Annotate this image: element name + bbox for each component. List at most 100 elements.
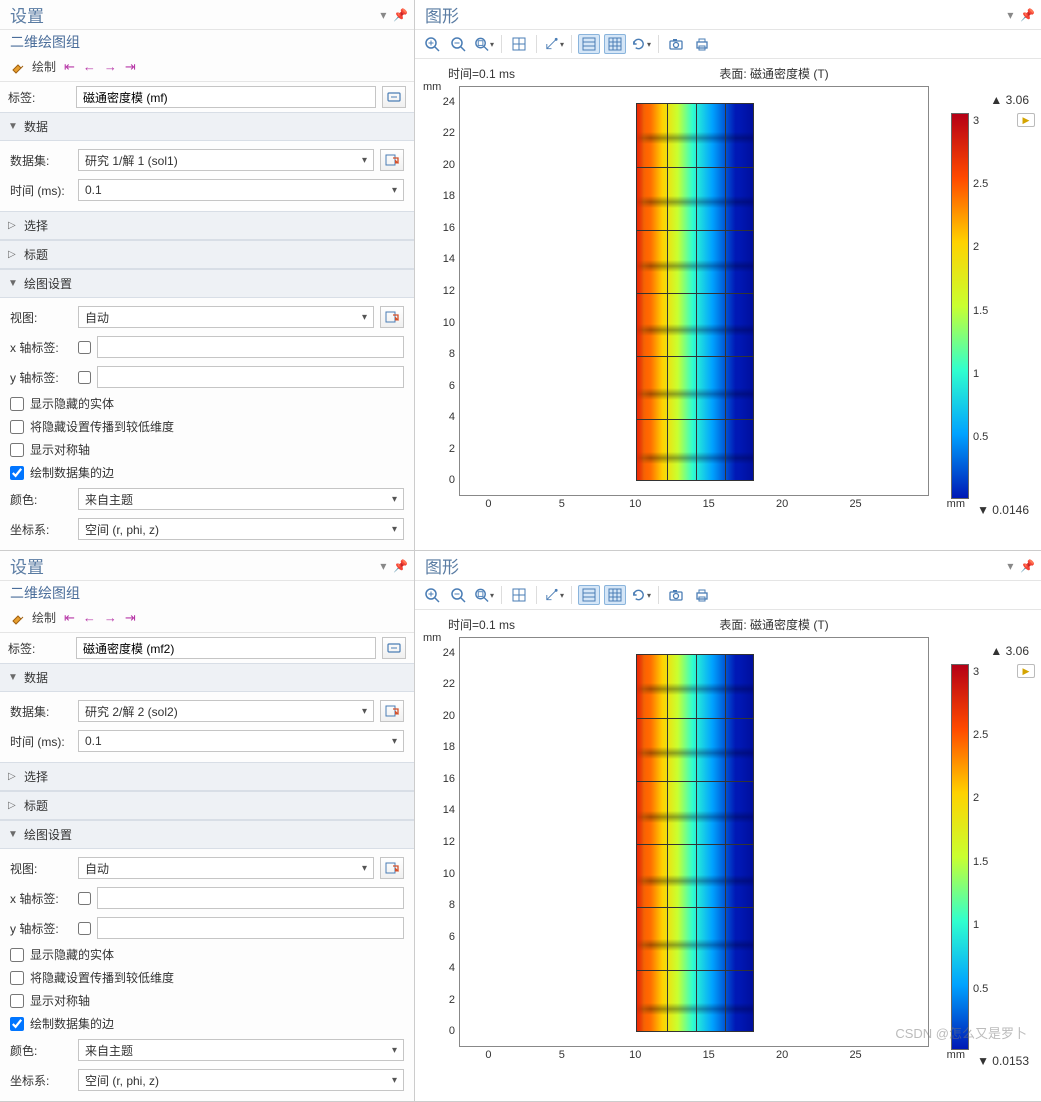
plot-box[interactable] — [459, 637, 929, 1047]
grid-full-icon[interactable] — [604, 34, 626, 54]
coord-select[interactable]: 空间 (r, phi, z)▾ — [78, 518, 404, 540]
section-plotset[interactable]: ▼绘图设置 — [0, 269, 414, 298]
colorbar: 32.521.510.5 — [951, 95, 1029, 499]
section-plotset[interactable]: ▼绘图设置 — [0, 820, 414, 849]
colorbar-tick: 1 — [973, 368, 979, 380]
y-tick: 4 — [449, 411, 455, 423]
nav-next-icon[interactable]: → — [104, 59, 117, 74]
coord-select[interactable]: 空间 (r, phi, z)▾ — [78, 1069, 404, 1091]
x-tick: 15 — [703, 1049, 715, 1061]
time-select[interactable]: 0.1▾ — [78, 179, 404, 201]
graphics-title: 图形 — [425, 2, 459, 27]
section-data[interactable]: ▼数据 — [0, 112, 414, 141]
nav-prev-icon[interactable]: ← — [83, 59, 96, 74]
refresh-icon[interactable]: ▾ — [630, 34, 652, 54]
yaxis-label: y 轴标签: — [10, 920, 72, 937]
nav-prev-icon[interactable]: ← — [83, 610, 96, 625]
animation-play-icon[interactable]: ▶ — [1017, 113, 1035, 127]
dataset-goto-button[interactable] — [380, 149, 404, 171]
x-tick: 0 — [485, 1049, 491, 1061]
x-tick: 20 — [776, 1049, 788, 1061]
yaxis-input[interactable] — [97, 917, 404, 939]
chk-propagate[interactable] — [10, 971, 24, 985]
plot-surface-label: 表面: 磁通密度模 (T) — [515, 616, 1033, 633]
heatmap — [636, 103, 754, 481]
colorbar-tick: 1 — [973, 919, 979, 931]
graphics-panel: 图形 ▾ 📌 ▾ ▾ ▾ 时间=0.1 ms 表面: 磁通密度模 (T) mm — [415, 551, 1041, 1101]
nav-first-icon[interactable]: ⇤ — [64, 610, 75, 626]
axes-icon[interactable]: ▾ — [543, 34, 565, 54]
zoom-extents-icon[interactable] — [508, 585, 530, 605]
zoom-in-icon[interactable] — [421, 34, 443, 54]
settings-panel: 设置 ▾ 📌 二维绘图组 绘制 ⇤ ← → ⇥ 标签: ▼数据 数据集: 研究 … — [0, 0, 415, 550]
colorbar-tick: 2 — [973, 241, 979, 253]
camera-icon[interactable] — [665, 34, 687, 54]
view-select[interactable]: 自动▾ — [78, 857, 374, 879]
paint-icon[interactable] — [10, 60, 24, 74]
zoom-out-icon[interactable] — [447, 34, 469, 54]
print-icon[interactable] — [691, 585, 713, 605]
chk-edges[interactable] — [10, 1017, 24, 1031]
yaxis-checkbox[interactable] — [78, 371, 91, 384]
y-tick: 20 — [443, 159, 455, 171]
nav-next-icon[interactable]: → — [104, 610, 117, 625]
grid-full-icon[interactable] — [604, 585, 626, 605]
zoom-box-icon[interactable]: ▾ — [473, 585, 495, 605]
xaxis-checkbox[interactable] — [78, 341, 91, 354]
nav-last-icon[interactable]: ⇥ — [125, 59, 136, 75]
view-goto-button[interactable] — [380, 857, 404, 879]
grid-rows-icon[interactable] — [578, 34, 600, 54]
chk-hidden[interactable] — [10, 397, 24, 411]
view-select[interactable]: 自动▾ — [78, 306, 374, 328]
time-select[interactable]: 0.1▾ — [78, 730, 404, 752]
nav-last-icon[interactable]: ⇥ — [125, 610, 136, 626]
colorbar-tick: 2.5 — [973, 178, 988, 190]
section-data[interactable]: ▼数据 — [0, 663, 414, 692]
settings-subtitle: 二维绘图组 — [0, 581, 414, 607]
section-select[interactable]: ▷选择 — [0, 211, 414, 240]
print-icon[interactable] — [691, 34, 713, 54]
xaxis-input[interactable] — [97, 887, 404, 909]
tag-link-button[interactable] — [382, 86, 406, 108]
section-title[interactable]: ▷标题 — [0, 240, 414, 269]
zoom-in-icon[interactable] — [421, 585, 443, 605]
plot-box[interactable] — [459, 86, 929, 496]
tag-link-button[interactable] — [382, 637, 406, 659]
animation-play-icon[interactable]: ▶ — [1017, 664, 1035, 678]
refresh-icon[interactable]: ▾ — [630, 585, 652, 605]
dataset-select[interactable]: 研究 1/解 1 (sol1)▾ — [78, 149, 374, 171]
zoom-extents-icon[interactable] — [508, 34, 530, 54]
chk-symaxis[interactable] — [10, 443, 24, 457]
zoom-out-icon[interactable] — [447, 585, 469, 605]
chk-symaxis[interactable] — [10, 994, 24, 1008]
panel-pin-icon[interactable]: ▾ 📌 — [1007, 8, 1035, 22]
chk-edges[interactable] — [10, 466, 24, 480]
panel-pin-icon[interactable]: ▾ 📌 — [380, 559, 408, 573]
settings-title: 设置 — [10, 2, 44, 27]
view-goto-button[interactable] — [380, 306, 404, 328]
zoom-box-icon[interactable]: ▾ — [473, 34, 495, 54]
grid-rows-icon[interactable] — [578, 585, 600, 605]
chk-propagate[interactable] — [10, 420, 24, 434]
xaxis-input[interactable] — [97, 336, 404, 358]
x-tick: 10 — [629, 498, 641, 510]
dataset-goto-button[interactable] — [380, 700, 404, 722]
panel-pin-icon[interactable]: ▾ 📌 — [1007, 559, 1035, 573]
color-select[interactable]: 来自主题▾ — [78, 1039, 404, 1061]
section-title[interactable]: ▷标题 — [0, 791, 414, 820]
tag-input[interactable] — [76, 637, 376, 659]
panel-pin-icon[interactable]: ▾ 📌 — [380, 8, 408, 22]
yaxis-checkbox[interactable] — [78, 922, 91, 935]
yaxis-input[interactable] — [97, 366, 404, 388]
dataset-select[interactable]: 研究 2/解 2 (sol2)▾ — [78, 700, 374, 722]
xaxis-checkbox[interactable] — [78, 892, 91, 905]
yaxis-label: y 轴标签: — [10, 369, 72, 386]
chk-hidden[interactable] — [10, 948, 24, 962]
section-select[interactable]: ▷选择 — [0, 762, 414, 791]
color-select[interactable]: 来自主题▾ — [78, 488, 404, 510]
camera-icon[interactable] — [665, 585, 687, 605]
axes-icon[interactable]: ▾ — [543, 585, 565, 605]
tag-input[interactable] — [76, 86, 376, 108]
paint-icon[interactable] — [10, 611, 24, 625]
nav-first-icon[interactable]: ⇤ — [64, 59, 75, 75]
